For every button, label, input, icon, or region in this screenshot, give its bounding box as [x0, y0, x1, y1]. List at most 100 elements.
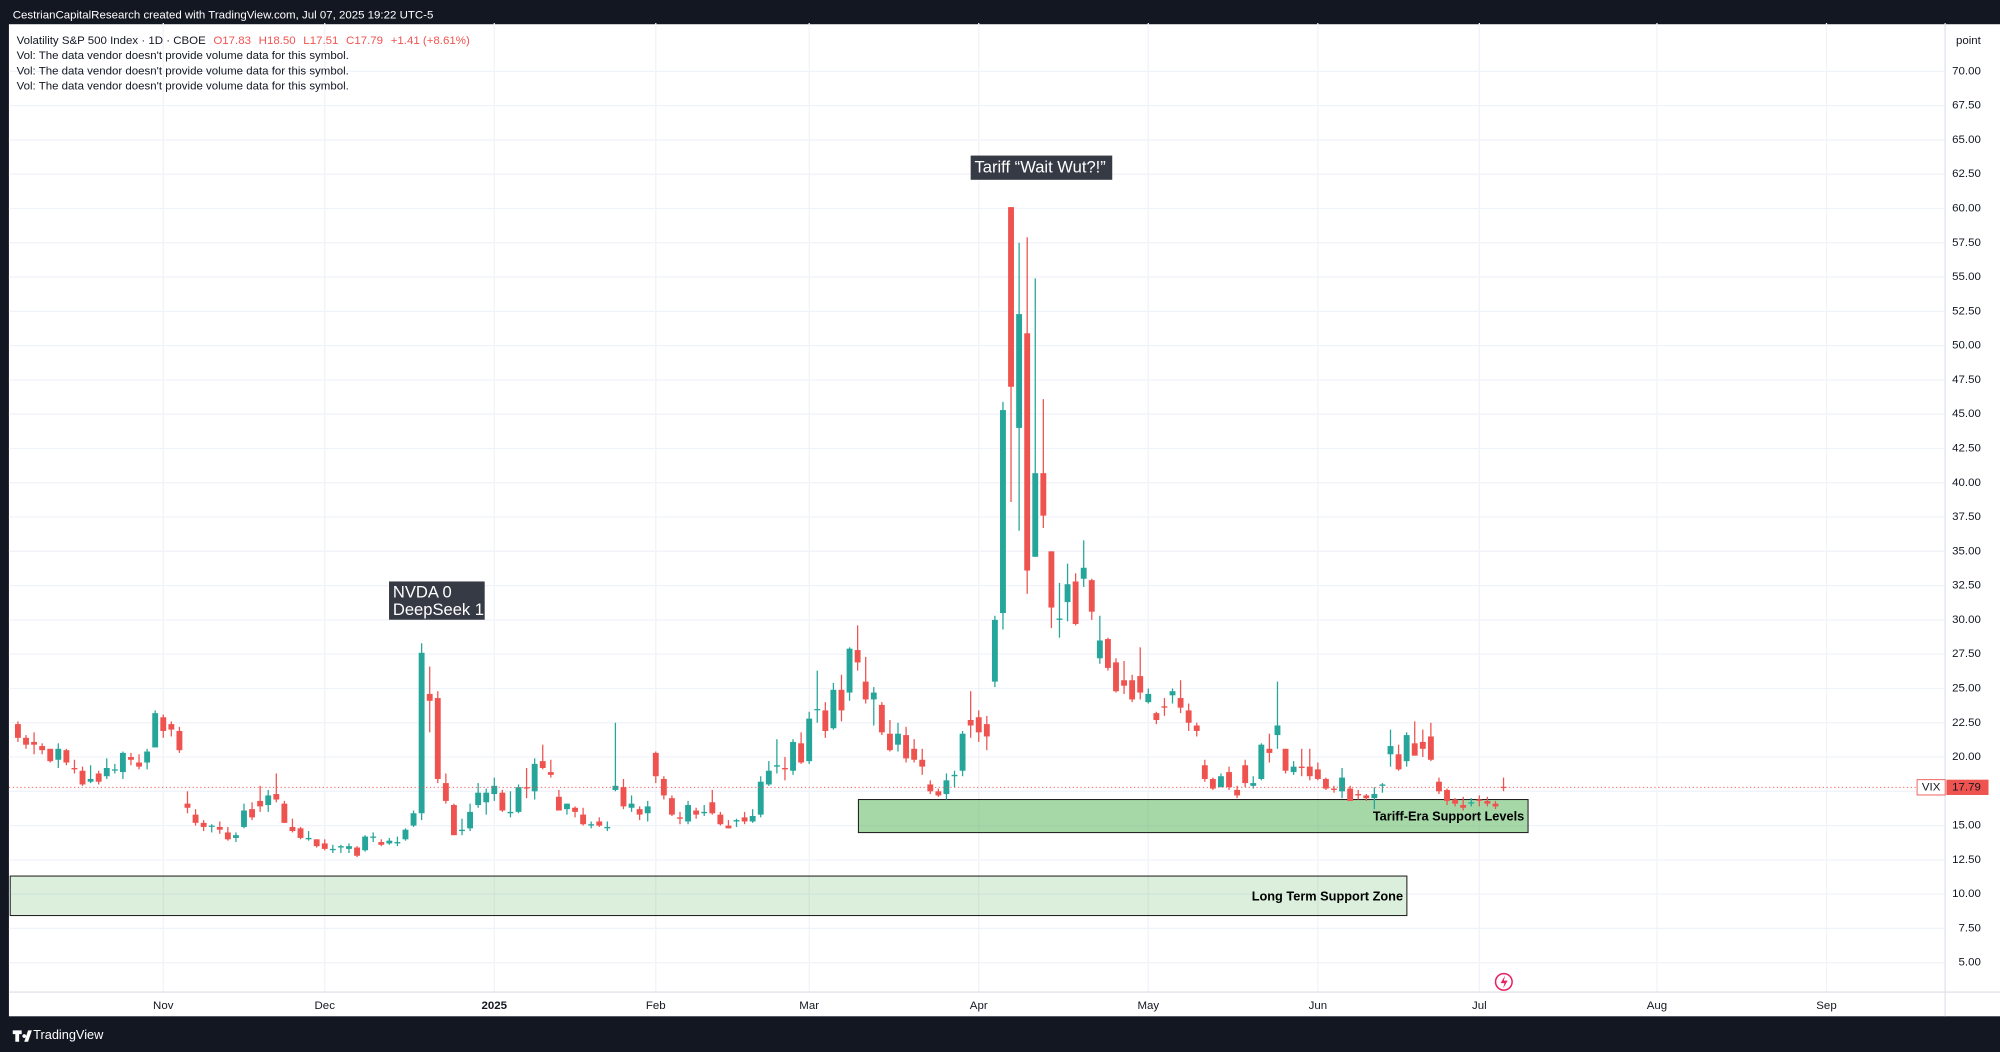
candle-body [241, 810, 247, 827]
candle-body [1040, 473, 1047, 516]
candle-body [1080, 567, 1087, 579]
candle-body [507, 811, 514, 814]
candle-body [354, 847, 360, 856]
y-tick-label: 52.50 [1952, 305, 1981, 317]
y-tick-label: 55.00 [1952, 271, 1981, 283]
candle-body [1306, 766, 1313, 777]
y-tick-label: 10.00 [1952, 888, 1981, 900]
footer-logo [12, 1030, 32, 1042]
candle-body [701, 811, 708, 814]
candle-body [1460, 805, 1467, 808]
candle-body [95, 773, 102, 782]
candle-body [55, 748, 62, 760]
y-tick-label: 30.00 [1952, 614, 1981, 626]
candle-body [580, 814, 587, 825]
candle-body [564, 803, 570, 810]
candle-body [402, 829, 409, 840]
x-tick-label: Nov [153, 1000, 174, 1012]
candle-body [79, 770, 86, 785]
candle-body [903, 735, 910, 759]
candle-body [160, 717, 167, 731]
candle-body [620, 787, 627, 807]
candle-body [39, 746, 46, 751]
annotation-box [970, 155, 1113, 180]
candle-body [862, 681, 869, 700]
y-tick-label: 62.50 [1952, 168, 1981, 180]
candle-body [911, 748, 918, 760]
candle-body [685, 805, 692, 822]
candle-body [1008, 207, 1014, 387]
candle-body [1048, 551, 1055, 608]
candle-body [491, 785, 498, 795]
candle-body [1177, 698, 1184, 708]
candle-body [555, 796, 562, 811]
candle-body [1016, 314, 1023, 428]
x-tick-label: Sep [1816, 1000, 1836, 1012]
legend-title: Volatility S&P 500 Index · 1D · CBOE [17, 35, 206, 47]
candle-body [733, 820, 740, 822]
candle-body [636, 809, 643, 815]
candle-body [1314, 769, 1321, 779]
candle-body [1201, 765, 1208, 779]
candle-body [547, 772, 554, 775]
candle-body [1484, 800, 1491, 804]
candle-body [1137, 676, 1144, 693]
candle-body [588, 824, 595, 826]
candle-body [337, 846, 344, 848]
y-tick-label: 67.50 [1952, 100, 1981, 112]
x-tick-label: May [1137, 1000, 1159, 1012]
candle-body [249, 809, 256, 818]
legend-high: H18.50 [259, 35, 296, 47]
annotation-text: NVDA 0 [393, 582, 452, 601]
alert-icon[interactable] [1494, 972, 1513, 991]
candle-body [531, 763, 538, 792]
last-price-box [1946, 779, 1989, 795]
candle-body [111, 769, 118, 771]
zone-label: Long Term Support Zone [1252, 888, 1403, 903]
candle-body [329, 848, 336, 851]
candle-body [152, 713, 159, 748]
candle-body [224, 832, 231, 840]
candle-body [1411, 743, 1418, 756]
candle-body [1436, 781, 1442, 792]
candle-body [467, 811, 474, 829]
candle-body [1104, 639, 1111, 668]
y-tick-label: 35.00 [1952, 545, 1981, 557]
y-tick-label: 40.00 [1952, 477, 1981, 489]
candle-body [1226, 772, 1232, 788]
y-tick-label: 50.00 [1952, 340, 1981, 352]
candles [15, 207, 1507, 858]
candle-body [1153, 713, 1160, 720]
candle-body [184, 803, 191, 808]
candle-body [870, 692, 877, 700]
candle-body [830, 689, 837, 729]
candle-body [822, 710, 829, 731]
candle-body [886, 733, 893, 751]
candle-body [450, 805, 457, 836]
candle-body [1121, 680, 1128, 686]
candle-body [1331, 788, 1337, 790]
candle-body [321, 843, 328, 849]
candle-body [983, 724, 990, 737]
candle-body [612, 785, 619, 790]
x-tick-label: Jul [1472, 1000, 1487, 1012]
y-tick-label: 60.00 [1952, 203, 1981, 215]
candle-body [475, 792, 482, 806]
candle-body [1209, 778, 1216, 789]
candle-body [709, 802, 716, 814]
candle-body [959, 733, 966, 771]
x-tick-label: Aug [1647, 1000, 1667, 1012]
candle-body [459, 829, 465, 832]
candle-body [1274, 725, 1281, 736]
candle-body [1000, 410, 1006, 614]
candle-body [1500, 786, 1507, 789]
y-tick-label: 20.00 [1952, 751, 1981, 763]
candle-body [1379, 784, 1386, 786]
y-tick-label: 32.50 [1952, 580, 1981, 592]
candle-body [1476, 799, 1483, 801]
candle-body [1161, 706, 1168, 708]
candle-body [265, 795, 272, 806]
candle-body [1072, 581, 1079, 625]
candle-body [31, 741, 38, 745]
